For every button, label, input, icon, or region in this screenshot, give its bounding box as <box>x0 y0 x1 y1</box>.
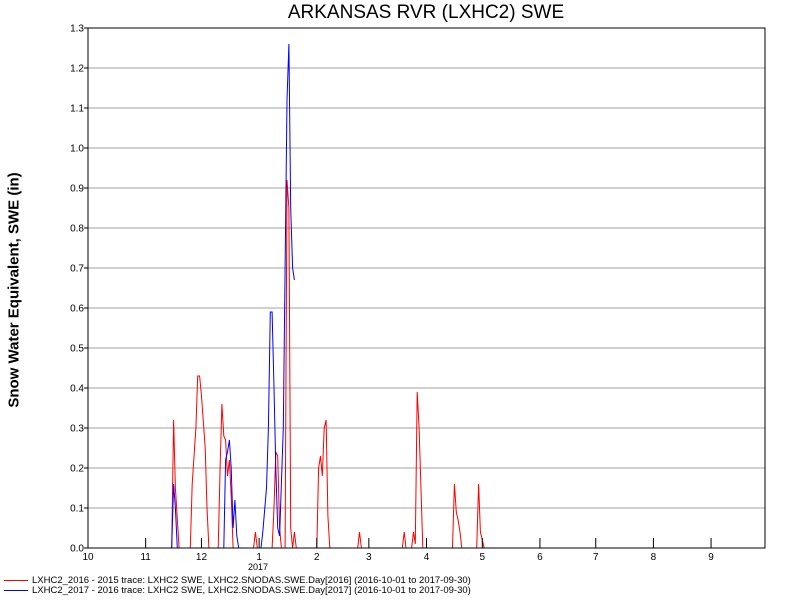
y-axis: 0.0 0.1 0.2 0.3 0.4 0.5 0.6 0.7 0.8 0.9 1.0 1.1 1.2 1… <box>70 24 88 555</box>
legend: LXHC2_2016 - 2015 trace: LXHC2 SWE, LXHC… <box>4 574 471 596</box>
legend-label-2016: LXHC2_2016 - 2015 trace: LXHC2 SWE, LXHC… <box>32 574 471 586</box>
y-tick-label: 0.8 <box>70 224 84 235</box>
y-tick-label: 0.7 <box>70 264 84 275</box>
y-tick-label: 0.1 <box>70 504 84 515</box>
y-tick-label: 0.6 <box>70 304 84 315</box>
y-tick-label: 0.0 <box>70 544 84 555</box>
x-tick-label: 2 <box>314 552 320 563</box>
y-tick-label: 0.4 <box>70 384 84 395</box>
x-tick-label: 12 <box>196 552 208 563</box>
y-tick-label: 1.2 <box>70 64 84 75</box>
series-line-1 <box>171 43 295 549</box>
legend-item-2017: LXHC2_2017 - 2016 trace: LXHC2 SWE, LXHC… <box>4 584 471 596</box>
y-tick-label: 1.3 <box>70 24 84 35</box>
x-year-label: 2017 <box>248 562 268 572</box>
y-tick-label: 1.0 <box>70 144 84 155</box>
y-tick-label: 0.5 <box>70 344 84 355</box>
y-tick-label: 0.9 <box>70 184 84 195</box>
legend-swatch-2016 <box>4 579 28 581</box>
x-tick-label: 5 <box>480 552 486 563</box>
legend-label-2017: LXHC2_2017 - 2016 trace: LXHC2 SWE, LXHC… <box>32 584 471 596</box>
x-tick-label: 6 <box>537 552 543 563</box>
series-line-0 <box>171 179 485 549</box>
x-tick-label: 8 <box>651 552 657 563</box>
y-tick-label: 0.2 <box>70 464 84 475</box>
x-tick-label: 10 <box>82 552 94 563</box>
chart-title: ARKANSAS RVR (LXHC2) SWE <box>287 2 565 23</box>
legend-item-2016: LXHC2_2016 - 2015 trace: LXHC2 SWE, LXHC… <box>4 574 471 586</box>
x-tick-label: 7 <box>593 552 599 563</box>
x-tick-label: 1 <box>256 552 262 563</box>
x-tick-label: 11 <box>140 552 151 563</box>
legend-swatch-2017 <box>4 589 28 591</box>
series-lines <box>171 43 485 549</box>
x-tick-label: 4 <box>424 552 430 563</box>
plot-frame <box>87 27 766 549</box>
y-tick-label: 0.3 <box>70 424 84 435</box>
gridlines <box>88 27 765 509</box>
x-tick-label: 9 <box>708 552 714 563</box>
x-tick-label: 3 <box>366 552 372 563</box>
y-tick-label: 1.1 <box>70 104 84 115</box>
